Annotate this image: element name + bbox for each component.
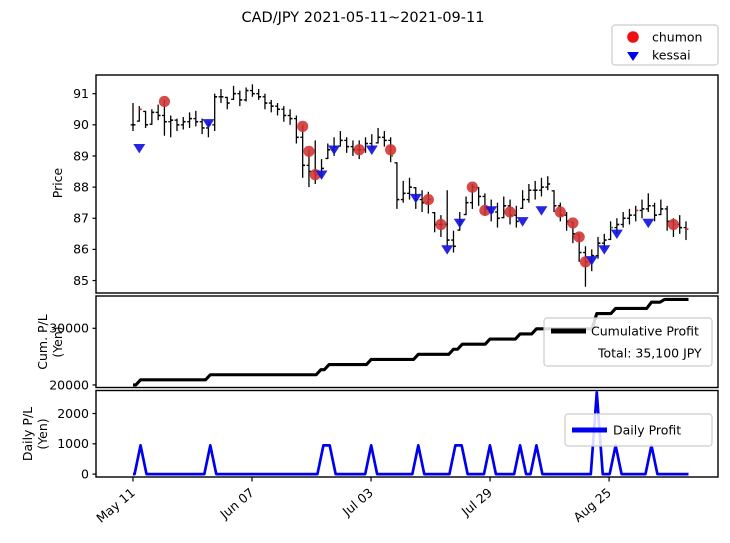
kessai-marker xyxy=(610,229,623,240)
daily-panel-border xyxy=(95,389,719,478)
legend-chumon-label: chumon xyxy=(652,30,702,45)
legend-chumon-marker xyxy=(627,31,639,43)
kessai-markers xyxy=(133,119,655,266)
kessai-marker xyxy=(485,206,498,216)
top-legend-box xyxy=(611,24,719,66)
x-tick-label: May 11 xyxy=(93,485,138,526)
y-tick-label: 86 xyxy=(73,242,89,257)
kessai-marker xyxy=(315,170,328,180)
kessai-marker xyxy=(441,245,454,255)
y-tick-label: 87 xyxy=(73,211,89,226)
panel-borders xyxy=(95,74,719,478)
x-tick-label: Jul 29 xyxy=(458,485,495,520)
cum-legend-total: Total: 35,100 JPY xyxy=(597,346,702,361)
price-panel-border xyxy=(95,74,719,294)
kessai-marker xyxy=(133,143,146,154)
y-tick-label: 85 xyxy=(73,273,89,288)
y-tick-label: 88 xyxy=(73,179,89,194)
cum-ylabel-line2: (Yen) xyxy=(50,326,65,357)
daily-legend-box xyxy=(564,413,713,447)
cum-panel-border xyxy=(95,295,719,389)
legend-kessai-label: kessai xyxy=(652,48,691,63)
kessai-marker xyxy=(585,256,598,266)
chumon-markers xyxy=(158,95,680,268)
kessai-marker xyxy=(516,217,529,227)
y-tick-label: 1000 xyxy=(57,436,89,451)
cum-ylabel-line1: Cum. P/L xyxy=(35,314,50,370)
chumon-marker xyxy=(297,120,309,132)
kessai-marker xyxy=(535,206,548,216)
y-tick-label: 89 xyxy=(73,148,89,163)
chumon-marker xyxy=(385,144,397,156)
chumon-marker xyxy=(158,95,171,108)
daily-ylabel-line1: Daily P/L xyxy=(20,407,35,461)
y-tick-label: 20000 xyxy=(49,377,89,392)
chumon-marker xyxy=(567,217,579,229)
x-tick-label: Jul 03 xyxy=(339,485,376,520)
chumon-marker xyxy=(667,218,680,231)
x-tick-label: Aug 25 xyxy=(570,485,614,525)
chumon-marker xyxy=(504,206,516,218)
legends: chumon kessai Cumulative Profit Total: 35,1… xyxy=(543,24,719,447)
cumulative-line xyxy=(133,297,689,387)
kessai-marker xyxy=(409,193,422,204)
y-tick-label: 30000 xyxy=(49,321,89,336)
price-ylabel: Price xyxy=(50,167,65,198)
daily-legend-label: Daily Profit xyxy=(613,423,681,438)
daily-ylabel-line2: (Yen) xyxy=(35,418,50,449)
chumon-marker xyxy=(422,193,434,206)
chumon-marker xyxy=(435,218,447,231)
kessai-marker xyxy=(642,218,655,229)
chumon-marker xyxy=(573,231,585,243)
cum-legend-label: Cumulative Profit xyxy=(591,324,699,339)
y-tick-label: 90 xyxy=(73,117,89,132)
chumon-marker xyxy=(466,181,478,193)
price-bars xyxy=(130,84,689,287)
kessai-marker xyxy=(453,218,466,229)
y-tick-label: 2000 xyxy=(57,406,89,421)
kessai-marker xyxy=(328,145,341,155)
x-tick-label: Jun 07 xyxy=(216,485,257,522)
chumon-marker xyxy=(554,206,566,218)
y-tick-label: 0 xyxy=(81,466,89,481)
chart-title: CAD/JPY 2021-05-11~2021-09-11 xyxy=(242,10,485,26)
y-tick-label: 91 xyxy=(73,86,89,101)
kessai-marker xyxy=(202,119,215,129)
legend-kessai-marker xyxy=(627,52,639,61)
kessai-marker xyxy=(365,145,378,155)
kessai-marker xyxy=(598,245,611,255)
daily-profit-line xyxy=(133,390,689,476)
chumon-marker xyxy=(303,145,315,157)
chumon-marker xyxy=(353,144,365,156)
series xyxy=(130,84,689,476)
